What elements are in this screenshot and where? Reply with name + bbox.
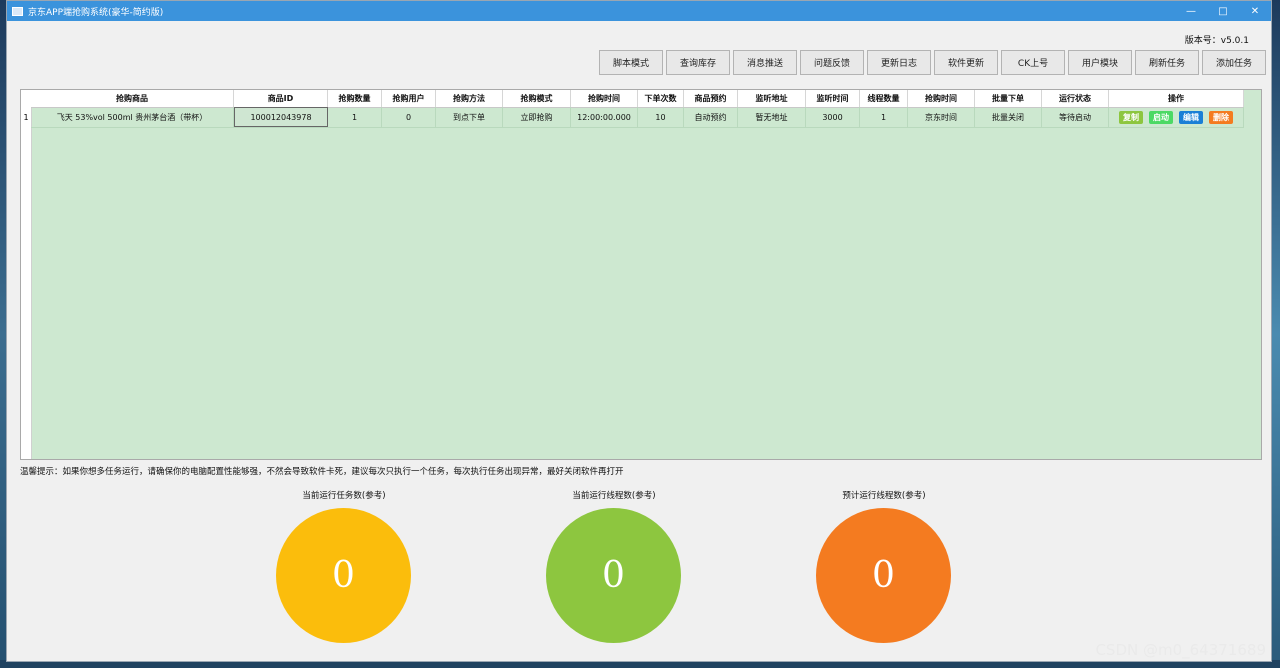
add-task-button[interactable]: 添加任务	[1202, 50, 1266, 75]
minimize-icon[interactable]: —	[1186, 5, 1196, 17]
col-header-listen-time[interactable]: 监听时间	[806, 90, 860, 107]
script-mode-button[interactable]: 脚本模式	[599, 50, 663, 75]
col-header-listen-address[interactable]: 监听地址	[738, 90, 806, 107]
table-header: 抢购商品 商品ID 抢购数量 抢购用户 抢购方法 抢购模式 抢购时间 下单次数 …	[31, 90, 1244, 108]
desktop-right-edge	[1272, 0, 1280, 668]
col-header-order-count[interactable]: 下单次数	[638, 90, 684, 107]
version-label: 版本号：v5.0.1	[1184, 36, 1249, 46]
cell-quantity[interactable]: 1	[328, 107, 382, 127]
feedback-button[interactable]: 问题反馈	[800, 50, 864, 75]
cell-status[interactable]: 等待启动	[1042, 107, 1109, 127]
estimated-threads-label: 预计运行线程数(参考)	[842, 491, 926, 501]
col-header-threads[interactable]: 线程数量	[860, 90, 908, 107]
col-header-actions[interactable]: 操作	[1109, 90, 1244, 107]
refresh-task-button[interactable]: 刷新任务	[1135, 50, 1199, 75]
cell-mode[interactable]: 立即抢购	[503, 107, 571, 127]
col-header-product[interactable]: 抢购商品	[31, 90, 234, 107]
running-tasks-label: 当前运行任务数(参考)	[302, 491, 386, 501]
delete-button[interactable]: 删除	[1209, 110, 1233, 124]
app-window: 京东APP端抢购系统(豪华-简约版) — □ ✕ 版本号：v5.0.1 脚本模式…	[6, 0, 1272, 662]
col-header-users[interactable]: 抢购用户	[382, 90, 436, 107]
col-header-quantity[interactable]: 抢购数量	[328, 90, 382, 107]
col-header-reserve[interactable]: 商品预约	[684, 90, 738, 107]
changelog-button[interactable]: 更新日志	[867, 50, 931, 75]
running-threads-label: 当前运行线程数(参考)	[572, 491, 656, 501]
cell-product[interactable]: 飞天 53%vol 500ml 贵州茅台酒（带杯）	[31, 107, 234, 127]
user-module-button[interactable]: 用户模块	[1068, 50, 1132, 75]
cell-product-id[interactable]: 100012043978	[234, 107, 328, 127]
message-push-button[interactable]: 消息推送	[733, 50, 797, 75]
edit-button[interactable]: 编辑	[1179, 110, 1203, 124]
col-header-mode[interactable]: 抢购模式	[503, 90, 571, 107]
start-button[interactable]: 启动	[1149, 110, 1173, 124]
title-bar: 京东APP端抢购系统(豪华-简约版) — □ ✕	[7, 1, 1271, 21]
cell-listen-address[interactable]: 暂无地址	[738, 107, 806, 127]
query-stock-button[interactable]: 查询库存	[666, 50, 730, 75]
cell-threads[interactable]: 1	[860, 107, 908, 127]
warning-tip: 温馨提示：如果你想多任务运行，请确保你的电脑配置性能够强，不然会导致软件卡死，建…	[20, 467, 624, 477]
desktop-bottom-edge	[0, 660, 1280, 668]
cell-method[interactable]: 到点下单	[436, 107, 503, 127]
running-threads-circle: 0	[546, 508, 681, 643]
task-table: 抢购商品 商品ID 抢购数量 抢购用户 抢购方法 抢购模式 抢购时间 下单次数 …	[20, 89, 1262, 460]
table-row[interactable]: 飞天 53%vol 500ml 贵州茅台酒（带杯） 100012043978 1…	[31, 107, 1244, 128]
col-header-time[interactable]: 抢购时间	[571, 90, 638, 107]
col-header-status[interactable]: 运行状态	[1042, 90, 1109, 107]
col-header-method[interactable]: 抢购方法	[436, 90, 503, 107]
cell-order-count[interactable]: 10	[638, 107, 684, 127]
software-update-button[interactable]: 软件更新	[934, 50, 998, 75]
toolbar: 脚本模式 查询库存 消息推送 问题反馈 更新日志 软件更新 CK上号 用户模块 …	[599, 50, 1266, 75]
col-header-product-id[interactable]: 商品ID	[234, 90, 328, 107]
window-title: 京东APP端抢购系统(豪华-简约版)	[28, 7, 164, 18]
cell-time[interactable]: 12:00:00.000	[571, 107, 638, 127]
close-icon[interactable]: ✕	[1250, 5, 1260, 17]
cell-actions: 复制 启动 编辑 删除	[1109, 107, 1244, 127]
estimated-threads-value: 0	[872, 555, 895, 596]
estimated-threads-circle: 0	[816, 508, 951, 643]
running-tasks-circle: 0	[276, 508, 411, 643]
cell-batch-order[interactable]: 批量关闭	[975, 107, 1042, 127]
desktop-left-edge	[0, 0, 6, 668]
ck-login-button[interactable]: CK上号	[1001, 50, 1065, 75]
cell-listen-time[interactable]: 3000	[806, 107, 860, 127]
cell-time-source[interactable]: 京东时间	[908, 107, 975, 127]
row-header-column	[21, 90, 32, 459]
window-controls: — □ ✕	[1175, 1, 1271, 21]
running-threads-value: 0	[602, 555, 625, 596]
csdn-watermark: CSDN @m0_64371689	[1095, 641, 1266, 659]
row-number[interactable]: 1	[21, 107, 31, 127]
col-header-batch-order[interactable]: 批量下单	[975, 90, 1042, 107]
maximize-icon[interactable]: □	[1218, 5, 1228, 17]
running-tasks-value: 0	[332, 555, 355, 596]
app-icon	[12, 6, 23, 16]
cell-reserve[interactable]: 自动预约	[684, 107, 738, 127]
cell-users[interactable]: 0	[382, 107, 436, 127]
col-header-time-source[interactable]: 抢购时间	[908, 90, 975, 107]
copy-button[interactable]: 复制	[1119, 110, 1143, 124]
